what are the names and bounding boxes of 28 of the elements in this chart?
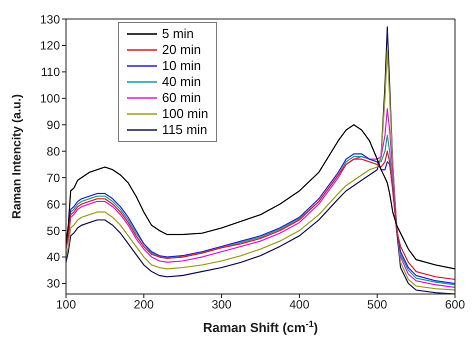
y-tick-label: 60 bbox=[46, 197, 60, 212]
y-tick-label: 110 bbox=[40, 65, 60, 80]
line-series bbox=[66, 108, 455, 288]
legend-label: 10 min bbox=[162, 58, 202, 74]
x-tick-label: 300 bbox=[212, 298, 232, 312]
legend-label: 115 min bbox=[162, 122, 208, 138]
legend-label: 60 min bbox=[162, 90, 202, 106]
legend-label: 5 min bbox=[162, 26, 194, 42]
legend-label: 100 min bbox=[162, 106, 208, 122]
y-tick-label: 130 bbox=[40, 12, 60, 26]
x-tick-label: 500 bbox=[367, 298, 388, 312]
y-tick-label: 30 bbox=[46, 276, 60, 291]
x-tick-label: 100 bbox=[56, 298, 76, 312]
legend-label: 20 min bbox=[162, 42, 202, 58]
y-tick-label: 90 bbox=[46, 118, 60, 132]
x-tick-label: 400 bbox=[289, 298, 310, 312]
y-tick-label: 40 bbox=[46, 250, 60, 264]
line-series bbox=[66, 124, 455, 270]
y-tick-label: 50 bbox=[46, 224, 60, 238]
x-axis-title: Raman Shift (cm$^{-1}$) bbox=[202, 319, 318, 335]
x-tick-label: 600 bbox=[444, 298, 466, 312]
y-axis-title: Raman Intencity (a.u.) bbox=[9, 94, 24, 219]
y-tick-label: 120 bbox=[40, 38, 60, 53]
y-tick-label: 100 bbox=[40, 92, 60, 106]
x-tick-label: 200 bbox=[134, 298, 154, 312]
y-tick-label: 70 bbox=[46, 170, 60, 185]
y-tick-label: 80 bbox=[46, 144, 60, 158]
legend-label: 40 min bbox=[162, 74, 202, 90]
